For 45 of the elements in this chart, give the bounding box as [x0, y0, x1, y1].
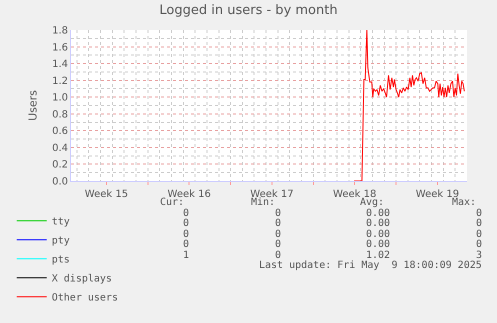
- legend-label: tty: [52, 216, 70, 228]
- x-tick-label: Week 15: [84, 189, 128, 200]
- legend-label: pts: [52, 254, 70, 266]
- text: 0: [183, 239, 190, 250]
- y-tick-label: 0.6: [52, 126, 68, 138]
- text: 0: [183, 208, 190, 219]
- y-tick-label: 1.8: [52, 26, 68, 36]
- line-series: [354, 30, 465, 181]
- y-tick-label: 0.8: [52, 109, 68, 120]
- text: 0: [476, 208, 482, 219]
- text: 0: [476, 229, 482, 240]
- text: Cur:: [160, 197, 184, 208]
- text: 0.00: [366, 239, 390, 250]
- text: 0: [275, 250, 282, 261]
- text: 1.02: [366, 250, 390, 261]
- text: 0: [183, 218, 190, 229]
- y-tick-label: 1.6: [52, 42, 68, 54]
- text: Max:: [452, 197, 476, 208]
- text: 0: [275, 229, 282, 240]
- text: 0.00: [366, 218, 390, 229]
- text: 0: [275, 208, 282, 219]
- text: Avg:: [360, 197, 384, 208]
- y-tick-label: 1.4: [52, 59, 68, 70]
- text: Min:: [251, 197, 276, 208]
- text: 0: [183, 229, 190, 240]
- y-tick-label: 1.0: [52, 92, 68, 104]
- y-axis-title: Users: [26, 90, 40, 121]
- legend-label: pty: [52, 236, 70, 247]
- text: 0: [476, 218, 482, 229]
- text: 0: [275, 239, 282, 250]
- text: 3: [476, 250, 482, 261]
- text: 0: [275, 218, 282, 229]
- text: 0.00: [366, 229, 390, 240]
- text: 0: [476, 239, 482, 250]
- x-tick-label: Week 16: [168, 189, 211, 200]
- text: 1: [183, 250, 190, 261]
- y-tick-label: 0.2: [52, 160, 68, 171]
- y-tick-label: 1.2: [52, 76, 68, 87]
- legend-label: X displays: [52, 274, 112, 285]
- y-tick-label: 0.4: [52, 142, 68, 154]
- y-tick-label: 0.0: [52, 176, 68, 188]
- legend-label: Other users: [52, 292, 118, 304]
- text: Last update: Fri May 9 18:00:09 2025: [259, 260, 482, 271]
- text: 0.00: [366, 208, 390, 219]
- chart-title: Logged in users - by month: [159, 2, 338, 18]
